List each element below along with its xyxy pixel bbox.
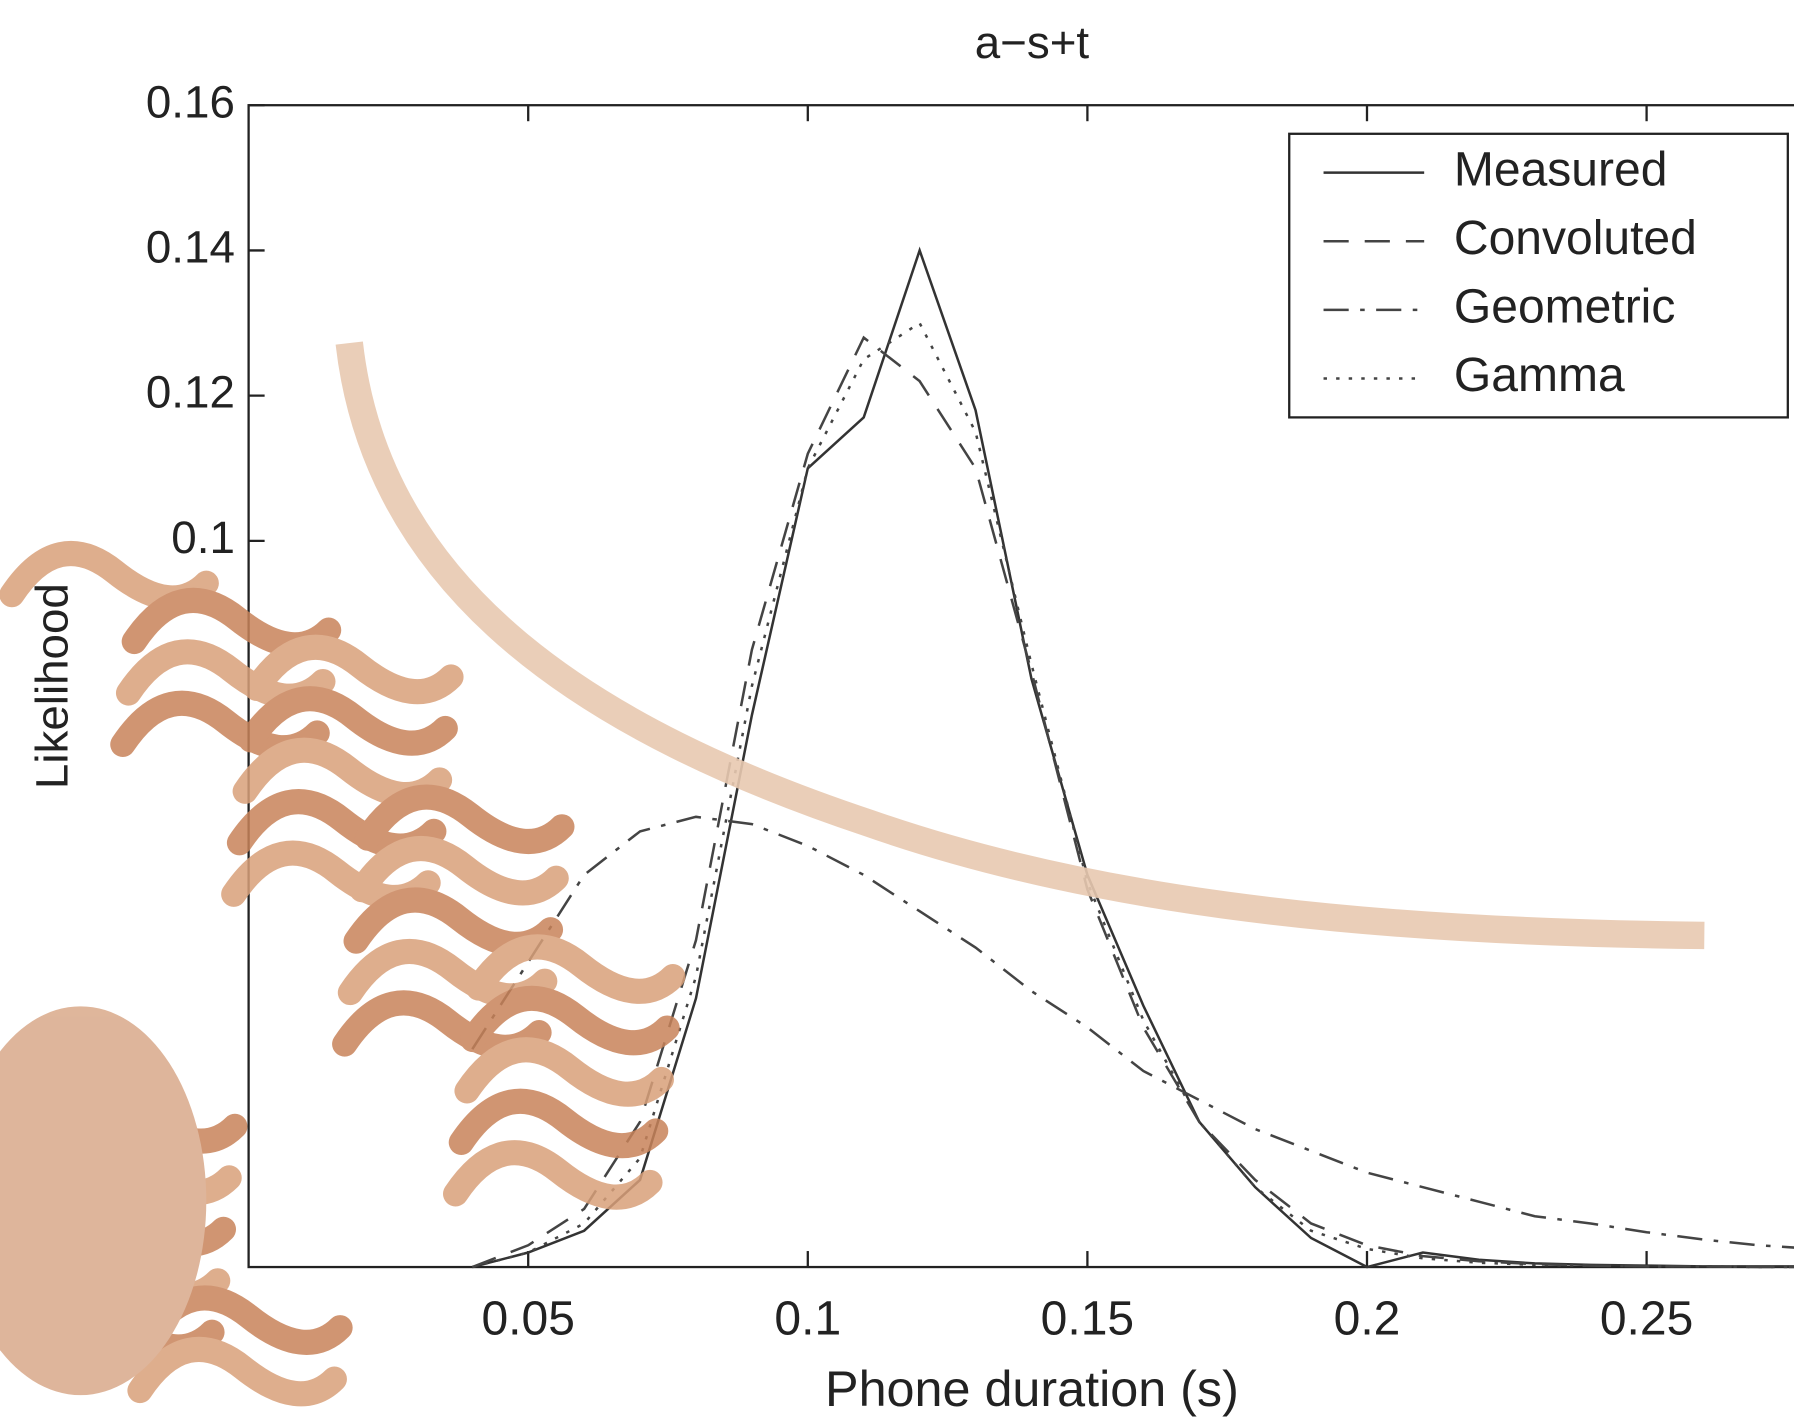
overlay-curl <box>244 634 464 705</box>
overlay-arc <box>335 341 1705 950</box>
series-line <box>471 335 1794 1269</box>
legend-label: Geometric <box>1454 281 1675 334</box>
y-tick-label: 0.16 <box>146 76 235 127</box>
overlay-curl <box>460 985 680 1056</box>
legend-label: Gamma <box>1454 349 1625 402</box>
legend: Measured Convoluted Geometric Gamma <box>1288 132 1789 419</box>
x-tick-label: 0.1 <box>774 1293 841 1346</box>
overlay-curl <box>465 934 686 1004</box>
y-tick-label: 0.12 <box>146 367 235 418</box>
y-tick-label: 0.1 <box>171 512 235 563</box>
overlay-figure <box>0 540 686 1407</box>
overlay-curl <box>238 686 458 756</box>
overlay-curl <box>349 835 569 906</box>
overlay-curl <box>354 784 575 855</box>
y-tick-label: 0.14 <box>146 222 235 273</box>
chart-title: a−s+t <box>975 17 1090 68</box>
legend-label: Convoluted <box>1454 212 1697 265</box>
overlay-face <box>0 1006 207 1396</box>
series-line <box>471 815 1794 1249</box>
legend-box <box>1288 132 1789 419</box>
x-tick-label: 0.05 <box>481 1293 574 1346</box>
overlay-curl <box>454 1037 675 1107</box>
x-tick-label: 0.25 <box>1600 1293 1693 1346</box>
legend-label: Measured <box>1454 143 1668 196</box>
x-axis-label: Phone duration (s) <box>825 1360 1239 1417</box>
overlay-curl <box>448 1088 669 1159</box>
y-axis-label: Likelihood <box>26 583 77 789</box>
series-line <box>471 321 1794 1269</box>
overlay-curl <box>127 1336 347 1407</box>
x-tick-label: 0.15 <box>1041 1293 1134 1346</box>
overlay-curl <box>443 1140 663 1210</box>
x-tick-label: 0.2 <box>1334 1293 1401 1346</box>
